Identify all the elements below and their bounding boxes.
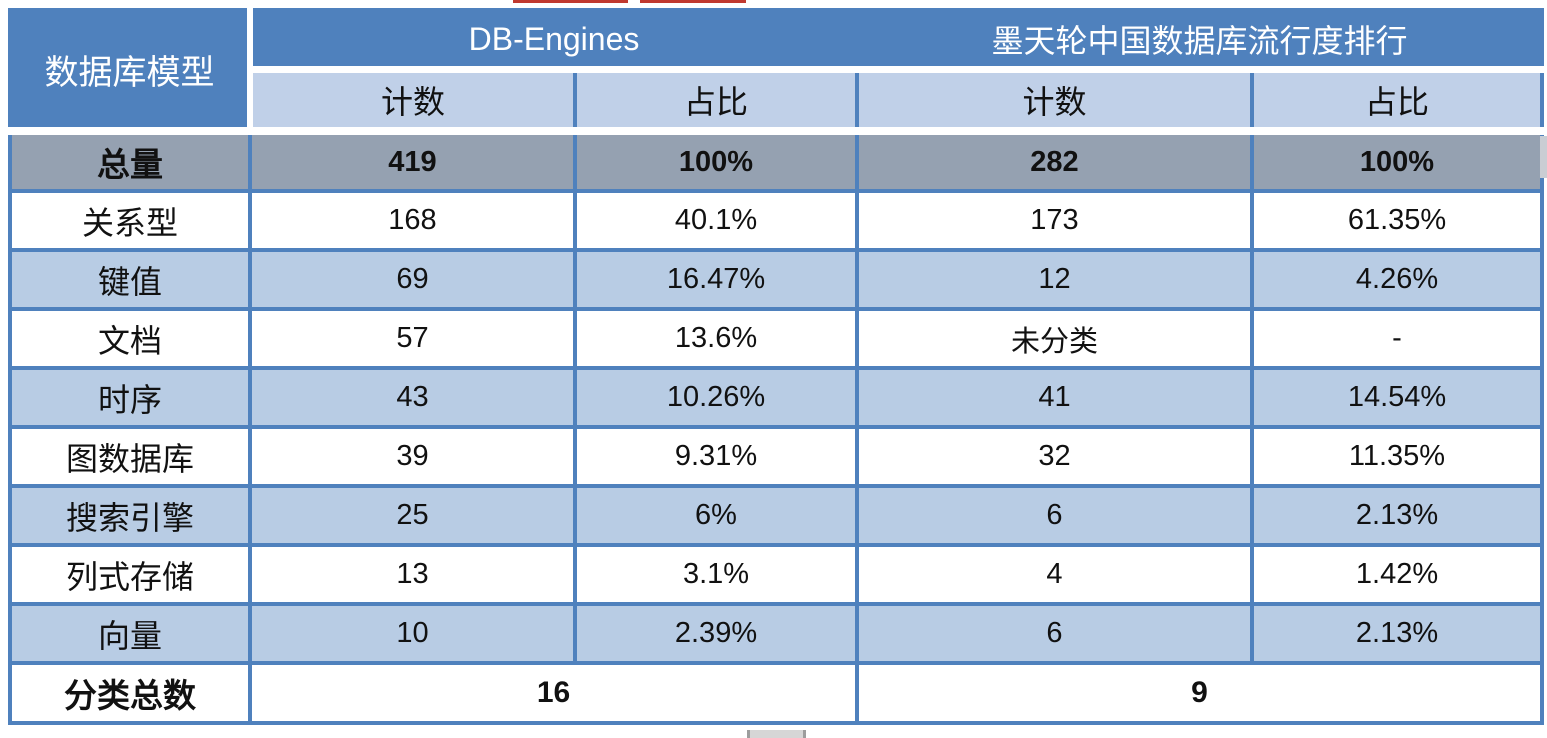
cell-value: 12 xyxy=(855,248,1254,311)
cell-value: 168 xyxy=(248,189,577,252)
row-label: 时序 xyxy=(8,366,252,429)
cell-value: 43 xyxy=(248,366,577,429)
subheader-count-modb: 计数 xyxy=(855,66,1254,135)
cell-value: 1.42% xyxy=(1249,543,1545,606)
cell-value: 100% xyxy=(573,127,859,193)
cell-value: 61.35% xyxy=(1249,189,1545,252)
cell-value: 14.54% xyxy=(1249,366,1545,429)
database-model-comparison-table: 数据库模型 DB-Engines 墨天轮中国数据库流行度排行 计数 占比 计数 … xyxy=(8,8,1545,725)
cell-value: 173 xyxy=(855,189,1254,252)
cropped-red-text-artifact xyxy=(640,0,746,3)
scrollbar-fragment xyxy=(747,730,806,738)
subheader-share-modb: 占比 xyxy=(1249,66,1545,135)
cell-value: 419 xyxy=(248,127,577,193)
cell-value: 2.13% xyxy=(1249,484,1545,547)
header-row-sub: 计数 占比 计数 占比 xyxy=(10,66,1545,135)
cell-value: 100% xyxy=(1249,127,1545,193)
table-row: 文档 57 13.6% 未分类 - xyxy=(8,307,1545,370)
table-row: 搜索引擎 25 6% 6 2.13% xyxy=(8,484,1545,547)
table-row-category-count: 分类总数 16 9 xyxy=(8,661,1545,725)
cell-value: 57 xyxy=(248,307,577,370)
row-label: 分类总数 xyxy=(8,661,252,725)
row-label: 关系型 xyxy=(8,189,252,252)
table-row-total: 总量 419 100% 282 100% xyxy=(8,127,1545,193)
cell-value: 9.31% xyxy=(573,425,859,488)
cell-value: 40.1% xyxy=(573,189,859,252)
cell-value: 4 xyxy=(855,543,1254,606)
cell-value: 10 xyxy=(248,602,577,665)
group-header-modb-china-ranking: 墨天轮中国数据库流行度排行 xyxy=(854,8,1545,73)
cell-value: 2.39% xyxy=(573,602,859,665)
table-row: 键值 69 16.47% 12 4.26% xyxy=(8,248,1545,311)
row-label: 图数据库 xyxy=(8,425,252,488)
table-row: 图数据库 39 9.31% 32 11.35% xyxy=(8,425,1545,488)
subheader-share-db-engines: 占比 xyxy=(573,66,859,135)
cell-value: 25 xyxy=(248,484,577,547)
cell-value: 10.26% xyxy=(573,366,859,429)
cell-value: 11.35% xyxy=(1249,425,1545,488)
cell-value: 6 xyxy=(855,484,1254,547)
cell-value: 2.13% xyxy=(1249,602,1545,665)
row-label: 向量 xyxy=(8,602,252,665)
row-label: 键值 xyxy=(8,248,252,311)
cell-value: 32 xyxy=(855,425,1254,488)
cropped-red-text-artifact xyxy=(513,0,628,3)
subheader-count-db-engines: 计数 xyxy=(247,66,577,135)
corner-header-database-model: 数据库模型 xyxy=(8,8,253,135)
row-label: 列式存储 xyxy=(8,543,252,606)
table-row: 时序 43 10.26% 41 14.54% xyxy=(8,366,1545,429)
table-row: 列式存储 13 3.1% 4 1.42% xyxy=(8,543,1545,606)
header-row-groups: 数据库模型 DB-Engines 墨天轮中国数据库流行度排行 xyxy=(8,8,1545,135)
cell-value: 69 xyxy=(248,248,577,311)
cell-value: 41 xyxy=(855,366,1254,429)
table-row: 向量 10 2.39% 6 2.13% xyxy=(8,602,1545,665)
row-label: 文档 xyxy=(8,307,252,370)
row-label: 搜索引擎 xyxy=(8,484,252,547)
row-label: 总量 xyxy=(8,127,252,193)
cell-value: 16.47% xyxy=(573,248,859,311)
table-row: 关系型 168 40.1% 173 61.35% xyxy=(8,189,1545,252)
cell-value-modb-categories: 9 xyxy=(854,661,1545,725)
cell-value: 6 xyxy=(855,602,1254,665)
cell-value: 282 xyxy=(855,127,1254,193)
cell-value-db-engines-categories: 16 xyxy=(248,661,859,725)
cell-value: 未分类 xyxy=(855,307,1254,370)
cell-value: 4.26% xyxy=(1249,248,1545,311)
group-header-db-engines: DB-Engines xyxy=(248,8,859,73)
cell-value: 3.1% xyxy=(573,543,859,606)
scrollbar-fragment xyxy=(1540,136,1547,178)
cell-value: 39 xyxy=(248,425,577,488)
cell-value: - xyxy=(1249,307,1545,370)
cell-value: 6% xyxy=(573,484,859,547)
cell-value: 13.6% xyxy=(573,307,859,370)
cell-value: 13 xyxy=(248,543,577,606)
